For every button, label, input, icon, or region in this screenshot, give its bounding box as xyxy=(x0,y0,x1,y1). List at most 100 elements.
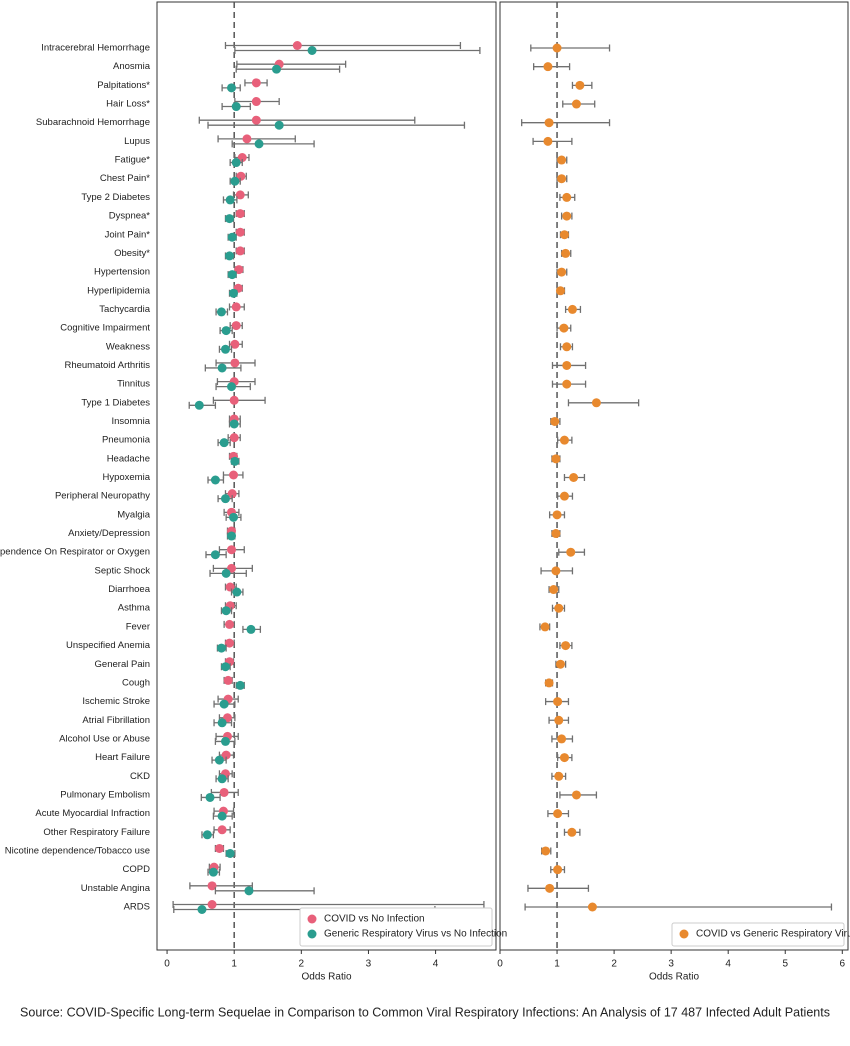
point xyxy=(567,827,577,837)
point xyxy=(225,582,235,592)
point xyxy=(562,379,572,389)
point xyxy=(231,102,241,112)
point xyxy=(229,470,239,480)
point xyxy=(227,531,237,541)
point xyxy=(223,675,233,685)
point xyxy=(557,174,567,184)
point xyxy=(544,678,554,688)
category-label: Pneumonia xyxy=(102,435,151,446)
x-tick-label: 4 xyxy=(725,959,731,970)
point xyxy=(251,78,261,88)
point xyxy=(557,267,567,277)
category-label: Rheumatoid Arthritis xyxy=(64,360,150,371)
point xyxy=(229,288,239,298)
point xyxy=(554,771,564,781)
point xyxy=(236,171,246,181)
point xyxy=(292,41,302,50)
category-label: Insomnia xyxy=(111,416,150,427)
category-label: Tinnitus xyxy=(117,379,150,390)
point xyxy=(552,510,562,520)
point xyxy=(557,155,567,165)
point xyxy=(543,62,553,72)
category-label: Anxiety/Depression xyxy=(68,528,150,539)
category-label: Type 1 Diabetes xyxy=(81,397,150,408)
x-tick-label: 4 xyxy=(433,959,439,970)
point xyxy=(197,905,207,914)
point xyxy=(559,323,569,333)
point xyxy=(569,473,579,482)
x-tick-label: 0 xyxy=(164,959,170,970)
x-tick-label: 2 xyxy=(611,959,617,970)
point xyxy=(219,699,229,709)
category-label: Other Respiratory Failure xyxy=(43,827,150,838)
point xyxy=(235,227,245,237)
category-label: Hypoxemia xyxy=(102,472,150,483)
legend-label: Generic Respiratory Virus vs No Infectio… xyxy=(324,929,507,940)
point xyxy=(227,545,237,555)
point xyxy=(562,211,572,221)
point xyxy=(221,606,231,616)
point xyxy=(207,881,217,891)
category-label: Diarrhoea xyxy=(108,584,150,595)
point xyxy=(559,753,569,763)
point xyxy=(559,491,569,501)
category-label: Type 2 Diabetes xyxy=(81,192,150,203)
point xyxy=(551,529,561,539)
point xyxy=(575,80,585,90)
x-tick-label: 1 xyxy=(231,959,237,970)
category-label: Weakness xyxy=(106,341,150,352)
x-axis-label: Odds Ratio xyxy=(301,972,351,983)
category-label: Fatigue* xyxy=(115,155,151,166)
point xyxy=(202,830,212,840)
category-label: Lupus xyxy=(124,136,150,147)
legend-swatch xyxy=(679,929,689,939)
point xyxy=(229,395,239,405)
category-label: Chest Pain* xyxy=(100,173,150,184)
point xyxy=(224,619,234,629)
point xyxy=(224,214,234,224)
legend-swatch xyxy=(307,914,317,924)
point xyxy=(555,286,565,296)
x-axis-label: Odds Ratio xyxy=(649,972,699,983)
point xyxy=(224,638,234,648)
point xyxy=(214,755,224,765)
point xyxy=(242,134,252,144)
plot-frame xyxy=(156,1,497,951)
category-label: Subarachnoid Hemorrhage xyxy=(36,117,150,128)
point xyxy=(571,99,581,109)
point xyxy=(554,603,564,613)
point xyxy=(216,643,226,653)
point xyxy=(235,680,245,690)
point xyxy=(231,158,241,168)
category-label: Hair Loss* xyxy=(106,99,150,110)
category-label: Dependence On Respirator or Oxygen xyxy=(0,547,150,558)
point xyxy=(271,64,281,74)
legend-box xyxy=(671,922,845,947)
point xyxy=(221,326,231,336)
category-label: General Pain xyxy=(95,659,150,670)
point xyxy=(194,400,204,410)
point xyxy=(217,825,227,835)
category-label: COPD xyxy=(123,864,151,875)
point xyxy=(550,416,560,426)
point xyxy=(571,790,581,800)
point xyxy=(552,43,562,53)
point xyxy=(231,302,241,312)
point xyxy=(567,304,577,314)
point xyxy=(224,251,234,261)
point xyxy=(562,342,572,352)
point xyxy=(229,433,239,443)
point xyxy=(549,585,559,595)
point xyxy=(554,715,564,725)
x-tick-label: 5 xyxy=(782,959,788,970)
point xyxy=(220,494,230,504)
point xyxy=(254,139,264,149)
category-label: Dyspnea* xyxy=(109,211,150,222)
x-tick-label: 3 xyxy=(668,959,674,970)
category-label: Peripheral Neuropathy xyxy=(55,491,150,502)
category-label: Unspecified Anemia xyxy=(66,640,151,651)
point xyxy=(216,307,226,317)
point xyxy=(235,246,245,256)
point xyxy=(227,232,237,242)
point xyxy=(541,846,551,856)
